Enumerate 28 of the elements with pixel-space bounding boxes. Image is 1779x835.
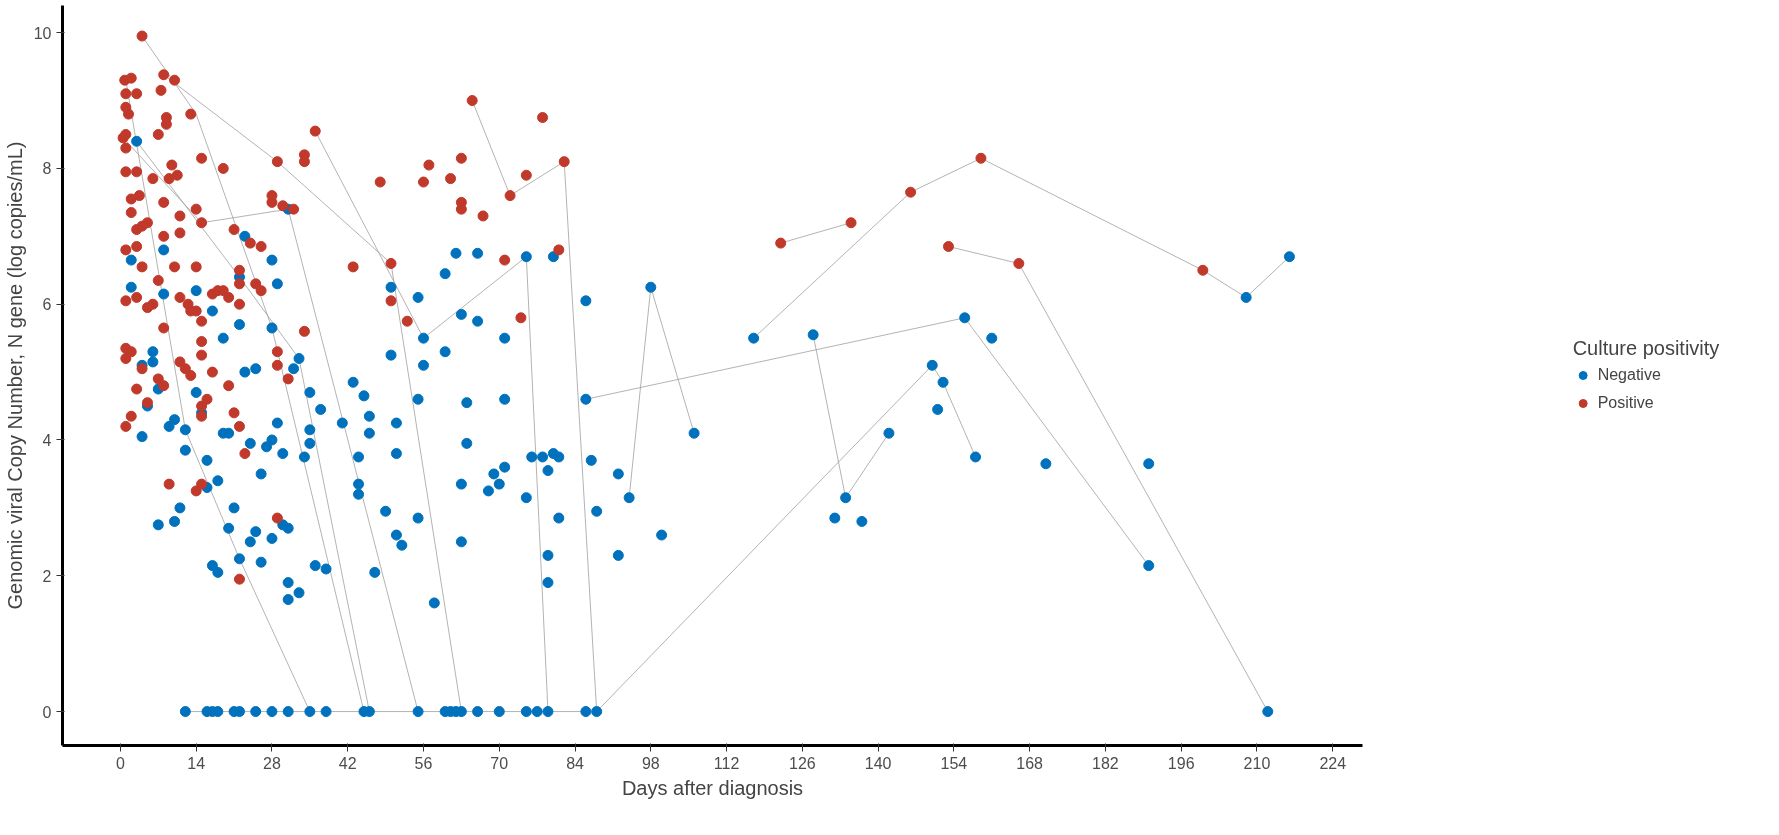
x-tick-label: 196 [1167, 754, 1195, 772]
x-axis-title: Days after diagnosis [621, 776, 804, 799]
x-tick-label: 154 [940, 754, 968, 772]
y-axis-title: Genomic viral Copy Number, N gene (log copies/mL) [3, 141, 26, 610]
x-tick-label: 112 [713, 754, 740, 772]
legend-label: Negative [1597, 366, 1661, 384]
x-tick-label: 70 [490, 754, 509, 772]
x-tick-label: 98 [641, 754, 660, 772]
x-tick-label: 140 [864, 754, 892, 772]
x-tick-label: 84 [566, 754, 585, 772]
x-tick-label: 224 [1319, 754, 1347, 772]
x-tick-label: 28 [263, 754, 281, 772]
legend-title: Culture positivity [1572, 337, 1720, 360]
y-tick-label: 10 [33, 24, 52, 42]
y-tick-label: 6 [42, 296, 52, 314]
y-tick-label: 4 [42, 432, 52, 449]
x-tick-label: 126 [788, 754, 816, 772]
y-tick-label: 2 [42, 567, 52, 585]
legend-label: Positive [1597, 394, 1654, 412]
x-tick-label: 182 [1092, 754, 1119, 772]
x-tick-label: 168 [1016, 754, 1044, 772]
x-tick-label: 14 [187, 754, 206, 772]
y-tick-label: 0 [42, 703, 52, 721]
x-tick-label: 0 [115, 754, 125, 772]
x-tick-label: 56 [414, 754, 433, 772]
x-tick-label: 42 [338, 754, 357, 772]
y-tick-label: 8 [42, 160, 52, 178]
x-tick-label: 210 [1243, 754, 1271, 772]
